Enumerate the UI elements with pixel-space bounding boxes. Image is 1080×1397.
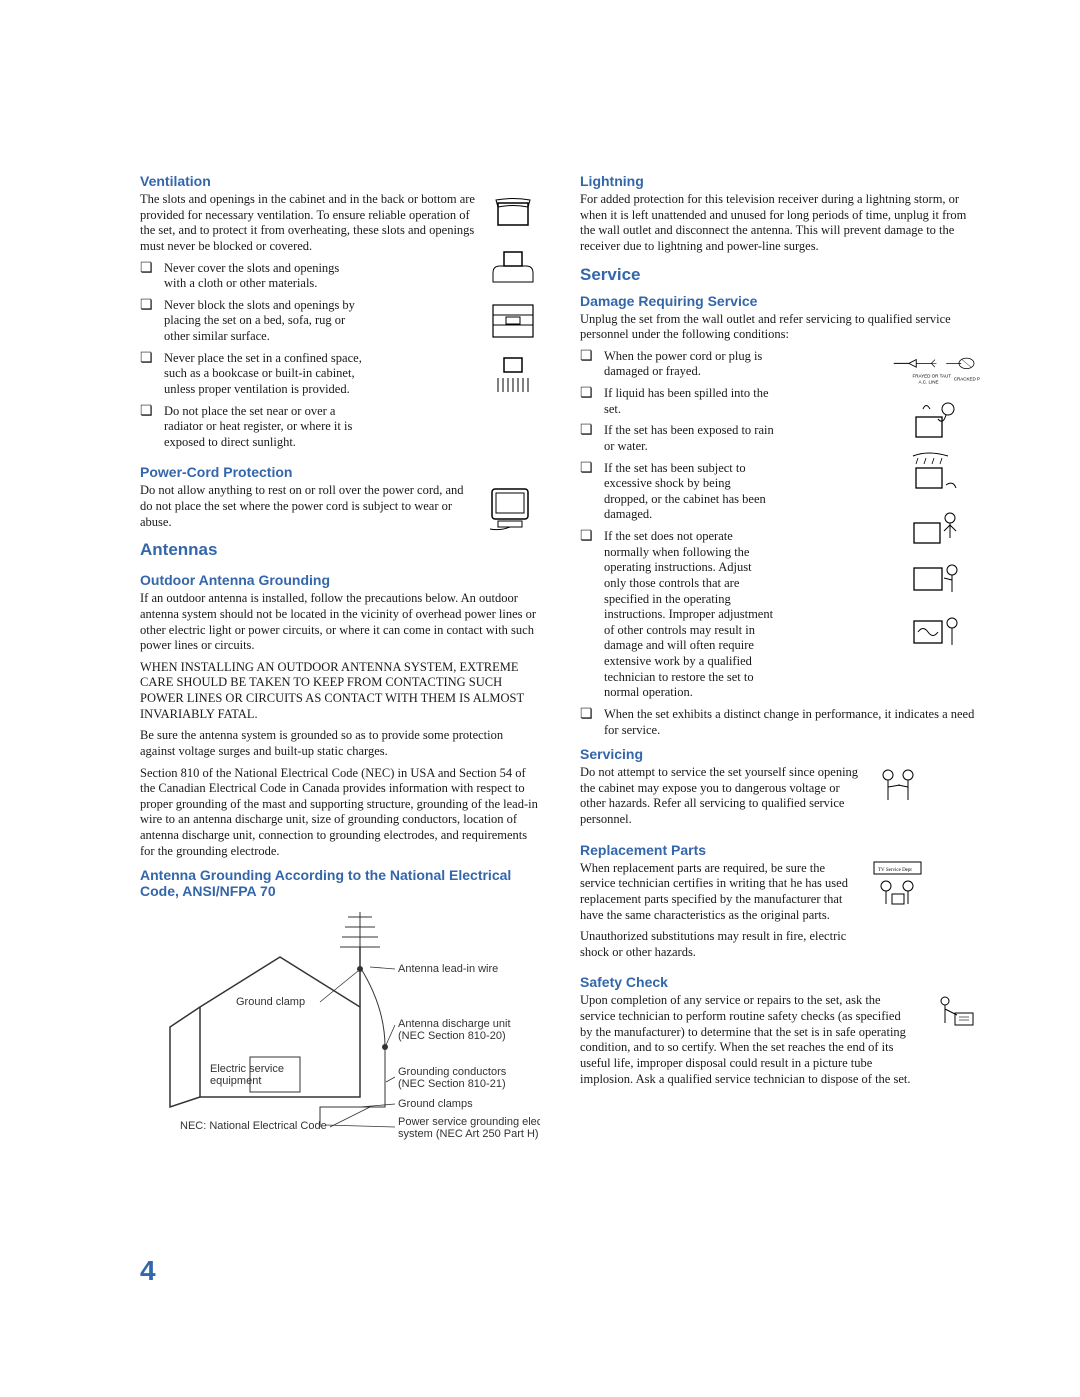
bullet-icon: ❏ (580, 423, 604, 438)
outdoor-p3: Be sure the antenna system is grounded s… (140, 728, 540, 759)
bullet-text: If the set does not operate normally whe… (604, 529, 774, 701)
bullet-text: Never place the set in a confined space,… (164, 351, 364, 398)
label-gclamps: Ground clamps (398, 1098, 473, 1110)
label-leadin: Antenna lead-in wire (398, 963, 498, 975)
ventilation-intro: The slots and openings in the cabinet an… (140, 192, 475, 255)
bullet-item: ❏ If the set does not operate normally w… (580, 529, 880, 701)
bullet-text: If the set has been subject to excessive… (604, 461, 774, 524)
left-column: Ventilation The slots and openings in th… (140, 165, 540, 1147)
bullet-text: When the power cord or plug is damaged o… (604, 349, 774, 380)
replacement-p1: When replacement parts are required, be … (580, 861, 860, 924)
bullet-icon: ❏ (140, 351, 164, 366)
svg-text:A.C. LINE: A.C. LINE (919, 379, 939, 384)
svg-text:CRACKED PLUG: CRACKED PLUG (954, 376, 980, 381)
spill-icon (908, 397, 963, 442)
performance-icon (908, 609, 963, 654)
bullet-icon: ❏ (580, 349, 604, 364)
label-nec: NEC: National Electrical Code (180, 1120, 327, 1132)
servicing-text: Do not attempt to service the set yourse… (580, 765, 860, 828)
tv-cloth-icon (485, 192, 540, 237)
powercord-heading: Power-Cord Protection (140, 464, 540, 480)
rain-icon (908, 450, 963, 495)
outdoor-p1: If an outdoor antenna is installed, foll… (140, 591, 540, 654)
page-columns: Ventilation The slots and openings in th… (140, 165, 980, 1147)
bullet-icon: ❏ (580, 386, 604, 401)
bullet-icon: ❏ (580, 461, 604, 476)
service-heading: Service (580, 265, 980, 285)
outdoor-p4: Section 810 of the National Electrical C… (140, 766, 540, 860)
bullet-text: Do not place the set near or over a radi… (164, 404, 364, 451)
lightning-text: For added protection for this television… (580, 192, 980, 255)
bullet-text: Never cover the slots and openings with … (164, 261, 364, 292)
svg-text:FRAYED OR TAUT: FRAYED OR TAUT (913, 373, 952, 378)
bullet-text: If liquid has been spilled into the set. (604, 386, 774, 417)
outdoor-p2: WHEN INSTALLING AN OUTDOOR ANTENNA SYSTE… (140, 660, 540, 723)
bullet-item: ❏ Never block the slots and openings by … (140, 298, 475, 345)
bullet-item: ❏ Never cover the slots and openings wit… (140, 261, 475, 292)
right-column: Lightning For added protection for this … (580, 165, 980, 1147)
replacement-icon: TV Service Dept (870, 861, 925, 906)
bullet-icon: ❏ (580, 707, 604, 722)
replacement-p2: Unauthorized substitutions may result in… (580, 929, 860, 960)
svg-text:TV Service Dept: TV Service Dept (878, 868, 912, 873)
grounding-heading: Antenna Grounding According to the Natio… (140, 867, 540, 899)
safety-heading: Safety Check (580, 974, 980, 990)
servicing-icon (870, 765, 925, 810)
label-electrode: Power service grounding electrodesystem … (398, 1116, 540, 1140)
antenna-grounding-diagram: Antenna lead-in wire Ground clamp Antenn… (140, 907, 540, 1147)
antennas-heading: Antennas (140, 540, 470, 560)
tv-bookcase-icon (485, 298, 540, 343)
lightning-heading: Lightning (580, 173, 980, 189)
powercord-text: Do not allow anything to rest on or roll… (140, 483, 470, 530)
replacement-heading: Replacement Parts (580, 842, 980, 858)
tv-sofa-icon (485, 245, 540, 290)
label-conductors: Grounding conductors(NEC Section 810-21) (398, 1066, 507, 1090)
bullet-item: ❏ Do not place the set near or over a ra… (140, 404, 475, 451)
bullet-text: If the set has been exposed to rain or w… (604, 423, 774, 454)
safety-text: Upon completion of any service or repair… (580, 993, 915, 1087)
bullet-text: Never block the slots and openings by pl… (164, 298, 364, 345)
bullet-icon: ❏ (140, 261, 164, 276)
bullet-icon: ❏ (140, 298, 164, 313)
adjust-icon (908, 556, 963, 601)
damage-heading: Damage Requiring Service (580, 293, 980, 309)
tv-radiator-icon (485, 351, 540, 396)
bullet-text: When the set exhibits a distinct change … (604, 707, 980, 738)
bullet-item: ❏ If liquid has been spilled into the se… (580, 386, 880, 417)
bullet-item: ❏ If the set has been subject to excessi… (580, 461, 880, 524)
label-gclamp: Ground clamp (236, 996, 305, 1008)
dropped-icon (908, 503, 963, 548)
ventilation-heading: Ventilation (140, 173, 540, 189)
frayed-cord-icon: FRAYED OR TAUT A.C. LINE CRACKED PLUG (890, 349, 980, 389)
servicing-heading: Servicing (580, 746, 980, 762)
label-discharge: Antenna discharge unit(NEC Section 810-2… (398, 1018, 511, 1042)
bullet-icon: ❏ (140, 404, 164, 419)
bullet-icon: ❏ (580, 529, 604, 544)
bullet-item: ❏ Never place the set in a confined spac… (140, 351, 475, 398)
page-number: 4 (140, 1255, 156, 1287)
safety-icon (925, 993, 980, 1038)
damage-intro: Unplug the set from the wall outlet and … (580, 312, 980, 343)
bullet-item: ❏ When the set exhibits a distinct chang… (580, 707, 980, 738)
bullet-item: ❏ When the power cord or plug is damaged… (580, 349, 880, 380)
powercord-tv-icon (480, 483, 540, 533)
outdoor-antenna-heading: Outdoor Antenna Grounding (140, 572, 540, 588)
bullet-item: ❏ If the set has been exposed to rain or… (580, 423, 880, 454)
